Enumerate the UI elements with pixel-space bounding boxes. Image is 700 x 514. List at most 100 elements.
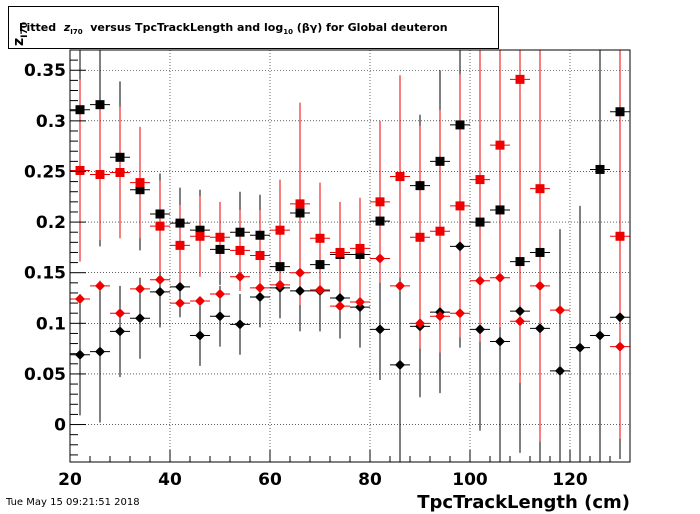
data-point-square-red xyxy=(175,240,185,250)
data-point-diamond-red xyxy=(95,280,105,291)
y-tick-label: 0.25 xyxy=(24,162,66,182)
data-point-square-black xyxy=(355,249,365,259)
data-point-square-red xyxy=(355,243,365,253)
data-point-diamond-red xyxy=(175,298,185,309)
data-point-diamond-black xyxy=(575,342,585,353)
data-point-square-black xyxy=(135,185,145,195)
data-point-square-red xyxy=(95,170,105,180)
data-point-square-black xyxy=(615,107,625,117)
data-point-square-red xyxy=(535,184,545,194)
data-point-square-red xyxy=(455,201,465,211)
data-point-diamond-red xyxy=(315,284,325,295)
data-point-diamond-red xyxy=(475,275,485,286)
y-tick-label: 0.35 xyxy=(24,61,66,81)
data-point-diamond-red xyxy=(535,280,545,291)
data-point-square-black xyxy=(95,100,105,110)
data-point-square-black xyxy=(435,156,445,166)
data-point-square-red xyxy=(515,74,525,84)
title-z-sub: I70 xyxy=(70,28,83,37)
data-point-diamond-black xyxy=(335,293,345,304)
data-point-square-black xyxy=(175,218,185,228)
data-point-diamond-red xyxy=(375,253,385,264)
data-point-diamond-red xyxy=(135,283,145,294)
data-point-square-red xyxy=(255,250,265,260)
data-point-diamond-red xyxy=(275,279,285,290)
x-tick-label: 80 xyxy=(358,470,382,490)
data-point-diamond-red xyxy=(515,316,525,327)
data-point-square-black xyxy=(315,260,325,270)
data-point-square-red xyxy=(335,247,345,257)
grid xyxy=(70,50,630,462)
data-point-diamond-red xyxy=(615,341,625,352)
data-point-square-black xyxy=(295,208,305,218)
data-point-diamond-black xyxy=(295,285,305,296)
x-tick-label: 60 xyxy=(258,470,282,490)
data-point-square-black xyxy=(195,225,205,235)
data-point-diamond-black xyxy=(75,349,85,360)
data-point-square-black xyxy=(515,257,525,267)
data-point-square-black xyxy=(275,262,285,272)
data-point-square-black xyxy=(375,216,385,226)
y-tick-label: 0.15 xyxy=(24,264,66,284)
data-point-diamond-red xyxy=(495,272,505,283)
plot-frame xyxy=(69,49,631,463)
data-point-square-black xyxy=(75,105,85,115)
data-point-square-red xyxy=(475,175,485,185)
data-point-diamond-black xyxy=(135,313,145,324)
data-point-square-black xyxy=(255,230,265,240)
chart-title: Fitted zI70 versus TpcTrackLength and lo… xyxy=(19,21,448,36)
data-point-square-red xyxy=(115,167,125,177)
data-point-diamond-black xyxy=(615,312,625,323)
data-point-diamond-black xyxy=(355,302,365,313)
data-point-square-red xyxy=(615,231,625,241)
data-point-diamond-red xyxy=(555,305,565,316)
data-point-diamond-black xyxy=(115,326,125,337)
data-point-diamond-black xyxy=(535,323,545,334)
data-point-square-red xyxy=(195,231,205,241)
x-tick-label: 100 xyxy=(452,470,488,490)
data-point-diamond-red xyxy=(255,282,265,293)
data-point-square-red xyxy=(295,199,305,209)
data-point-diamond-black xyxy=(375,324,385,335)
data-point-diamond-black xyxy=(175,281,185,292)
data-point-square-red xyxy=(415,232,425,242)
data-point-diamond-red xyxy=(195,296,205,307)
title-suffix: (βγ) for Global deuteron xyxy=(296,21,448,34)
data-point-square-red xyxy=(75,165,85,175)
x-axis-label: TpcTrackLength (cm) xyxy=(417,492,630,513)
data-point-square-black xyxy=(475,217,485,227)
data-point-diamond-red xyxy=(75,294,85,305)
data-point-square-black xyxy=(415,181,425,191)
data-point-square-black xyxy=(215,244,225,254)
data-point-diamond-red xyxy=(215,288,225,299)
datestamp: Tue May 15 09:21:51 2018 xyxy=(6,497,140,508)
data-markers xyxy=(75,74,625,376)
data-point-diamond-red xyxy=(455,308,465,319)
data-point-diamond-black xyxy=(515,306,525,317)
error-bars xyxy=(70,50,630,462)
data-point-square-black xyxy=(455,120,465,130)
y-tick-label: 0.05 xyxy=(24,365,66,385)
data-point-square-black xyxy=(115,152,125,162)
axes: 20 40 60 80 100 120 0 0.05 0.1 0.15 0.2 0.25 0.3 0.35 xyxy=(24,59,631,490)
data-point-square-black xyxy=(155,209,165,219)
data-point-diamond-black xyxy=(395,359,405,370)
data-point-square-red xyxy=(135,178,145,188)
title-mid: versus TpcTrackLength and log xyxy=(90,21,284,34)
data-point-diamond-black xyxy=(455,241,465,252)
data-point-diamond-black xyxy=(595,330,605,341)
data-point-square-red xyxy=(495,140,505,150)
data-point-diamond-black xyxy=(255,291,265,302)
data-point-diamond-black xyxy=(555,365,565,376)
data-point-diamond-red xyxy=(295,267,305,278)
data-point-diamond-black xyxy=(195,330,205,341)
x-tick-label: 20 xyxy=(58,470,82,490)
chart-title-box: Fitted zI70 versus TpcTrackLength and lo… xyxy=(8,6,499,49)
data-point-diamond-black xyxy=(235,319,245,330)
data-point-square-black xyxy=(535,247,545,257)
data-point-diamond-red xyxy=(415,318,425,329)
data-point-diamond-red xyxy=(115,308,125,319)
data-point-square-red xyxy=(235,245,245,255)
x-tick-label: 40 xyxy=(158,470,182,490)
